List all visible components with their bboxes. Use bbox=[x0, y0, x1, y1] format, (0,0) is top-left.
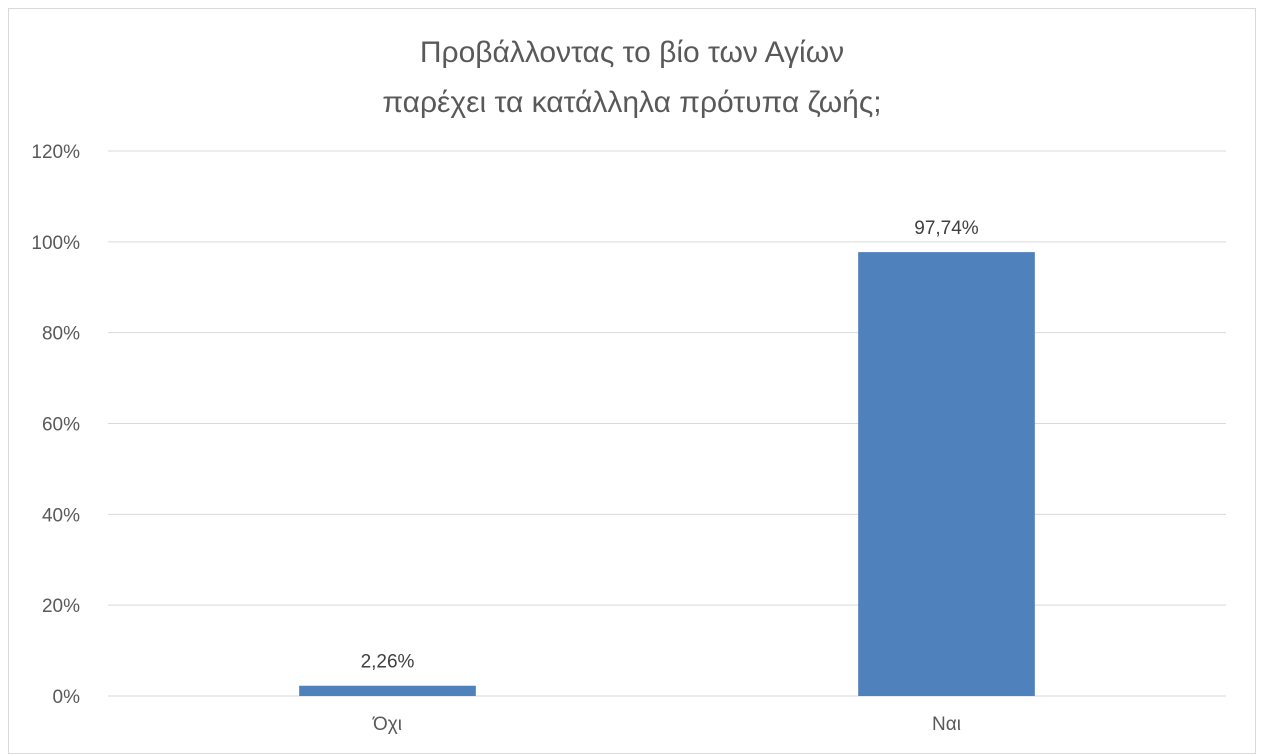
bar bbox=[858, 252, 1035, 696]
x-tick-label: Όχι bbox=[372, 714, 402, 735]
bar bbox=[299, 685, 476, 696]
y-tick-label: 20% bbox=[42, 596, 80, 617]
y-tick-label: 120% bbox=[31, 142, 80, 163]
x-axis-tick-labels: Όχι Ναι bbox=[372, 714, 961, 735]
x-tick-label: Ναι bbox=[932, 714, 961, 735]
y-tick-label: 40% bbox=[42, 505, 80, 526]
y-axis-tick-labels: 0% 20% 40% 60% 80% 100% 120% bbox=[31, 142, 80, 708]
chart-title-line-2: παρέχει τα κατάλληλα πρότυπα ζωής; bbox=[382, 86, 881, 119]
chart-title: Προβάλλοντας το βίο των Αγίων παρέχει τα… bbox=[382, 36, 881, 119]
bars bbox=[299, 252, 1035, 696]
chart-frame bbox=[8, 8, 1256, 754]
data-label: 97,74% bbox=[914, 218, 979, 239]
y-tick-label: 100% bbox=[31, 233, 80, 254]
chart-title-line-1: Προβάλλοντας το βίο των Αγίων bbox=[420, 36, 844, 69]
y-tick-label: 60% bbox=[42, 415, 80, 436]
data-labels: 2,26% 97,74% bbox=[361, 218, 979, 673]
data-label: 2,26% bbox=[361, 652, 415, 673]
y-tick-label: 0% bbox=[53, 687, 81, 708]
y-tick-label: 80% bbox=[42, 324, 80, 345]
gridlines bbox=[108, 150, 1226, 697]
